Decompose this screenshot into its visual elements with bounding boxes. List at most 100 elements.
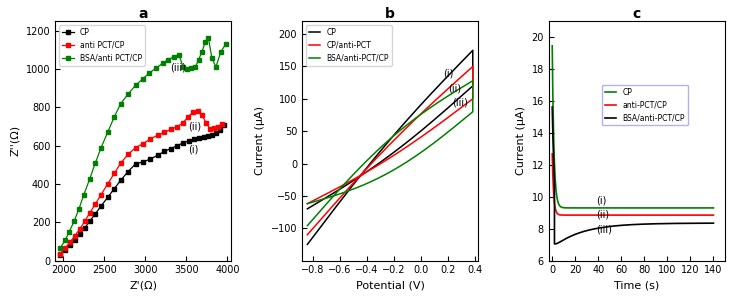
anti PCT/CP	[214, 125, 223, 128]
CP/anti-PCT	[393, 152, 402, 155]
X-axis label: Potential (V): Potential (V)	[355, 281, 425, 291]
anti PCT/CP	[96, 193, 105, 196]
Y-axis label: Current (μA): Current (μA)	[255, 106, 265, 175]
anti PCT/CP	[66, 241, 74, 244]
Legend: CP, anti-PCT/CP, BSA/anti-PCT/CP: CP, anti-PCT/CP, BSA/anti-PCT/CP	[602, 85, 688, 125]
Text: (i): (i)	[443, 68, 453, 78]
BSA/anti PCT/CP	[56, 246, 65, 250]
anti-PCT/CP	[707, 213, 715, 217]
Text: (iii): (iii)	[170, 63, 186, 73]
anti PCT/CP	[218, 122, 227, 125]
anti-PCT/CP	[631, 213, 640, 217]
anti PCT/CP	[71, 234, 79, 238]
CP	[411, 109, 420, 112]
anti-PCT/CP	[550, 201, 559, 205]
anti-PCT/CP	[548, 152, 556, 156]
CP/anti-PCT	[468, 65, 477, 68]
anti PCT/CP	[146, 137, 155, 141]
BSA/anti PCT/CP	[170, 55, 179, 58]
CP	[103, 195, 112, 199]
BSA/anti-PCT/CP	[548, 105, 556, 109]
BSA/anti-PCT/CP	[411, 117, 420, 120]
BSA/anti-PCT/CP	[434, 100, 443, 104]
CP	[173, 144, 182, 148]
Line: anti PCT/CP: anti PCT/CP	[58, 109, 224, 256]
Legend: CP, CP/anti-PCT, BSA/anti-PCT/CP: CP, CP/anti-PCT, BSA/anti-PCT/CP	[305, 25, 392, 66]
Text: (i): (i)	[188, 145, 199, 155]
CP	[468, 48, 477, 52]
CP	[660, 206, 669, 210]
BSA/anti-PCT/CP	[394, 165, 403, 169]
CP	[124, 170, 132, 173]
BSA/anti PCT/CP	[211, 65, 220, 69]
CP	[612, 206, 620, 210]
CP/anti-PCT	[394, 150, 403, 154]
BSA/anti PCT/CP	[60, 239, 69, 242]
Line: BSA/anti-PCT/CP: BSA/anti-PCT/CP	[308, 81, 473, 226]
anti PCT/CP	[85, 211, 94, 215]
BSA/anti PCT/CP	[194, 58, 203, 61]
CP	[550, 162, 559, 165]
anti-PCT/CP	[598, 213, 606, 217]
CP	[131, 162, 140, 166]
CP	[707, 206, 715, 210]
BSA/anti PCT/CP	[152, 66, 160, 70]
Line: BSA/anti PCT/CP: BSA/anti PCT/CP	[58, 36, 227, 250]
anti PCT/CP	[210, 127, 219, 130]
CP	[702, 206, 711, 210]
BSA/anti-PCT/CP	[343, 179, 352, 183]
anti PCT/CP	[179, 121, 188, 125]
anti PCT/CP	[138, 142, 147, 145]
Title: a: a	[138, 7, 148, 21]
anti-PCT/CP	[660, 213, 669, 217]
BSA/anti PCT/CP	[201, 41, 210, 44]
BSA/anti-PCT/CP	[468, 79, 477, 82]
anti PCT/CP	[80, 219, 89, 223]
BSA/anti PCT/CP	[110, 115, 118, 119]
Legend: CP, anti PCT/CP, BSA/anti PCT/CP: CP, anti PCT/CP, BSA/anti PCT/CP	[59, 25, 145, 66]
BSA/anti PCT/CP	[145, 71, 154, 75]
CP	[153, 153, 162, 157]
anti PCT/CP	[60, 246, 69, 250]
BSA/anti PCT/CP	[179, 65, 188, 69]
anti PCT/CP	[194, 109, 202, 113]
anti PCT/CP	[131, 146, 140, 149]
Line: CP/anti-PCT: CP/anti-PCT	[308, 66, 473, 235]
CP	[138, 160, 147, 164]
BSA/anti PCT/CP	[85, 177, 94, 181]
CP	[75, 232, 84, 236]
anti PCT/CP	[202, 121, 210, 125]
anti-PCT/CP	[709, 213, 718, 217]
CP/anti-PCT	[303, 202, 312, 205]
anti PCT/CP	[56, 252, 65, 256]
CP	[96, 204, 105, 208]
CP	[203, 135, 212, 138]
BSA/anti PCT/CP	[96, 146, 105, 149]
BSA/anti PCT/CP	[197, 50, 206, 54]
CP	[116, 178, 125, 182]
anti PCT/CP	[173, 125, 182, 128]
Text: (ii): (ii)	[188, 122, 201, 132]
anti PCT/CP	[183, 115, 192, 119]
CP	[631, 206, 640, 210]
CP/anti-PCT	[411, 117, 420, 121]
anti PCT/CP	[166, 128, 175, 131]
BSA/anti PCT/CP	[138, 77, 147, 81]
CP	[85, 219, 94, 223]
BSA/anti PCT/CP	[103, 131, 112, 134]
anti-PCT/CP	[560, 213, 569, 217]
BSA/anti PCT/CP	[204, 37, 213, 40]
CP/anti-PCT	[434, 95, 443, 99]
Text: (ii): (ii)	[448, 83, 461, 93]
BSA/anti-PCT/CP	[551, 242, 559, 246]
BSA/anti-PCT/CP	[631, 223, 640, 226]
BSA/anti-PCT/CP	[702, 221, 711, 225]
BSA/anti PCT/CP	[124, 92, 132, 96]
anti PCT/CP	[110, 171, 118, 175]
Text: (i): (i)	[596, 195, 606, 205]
CP	[709, 206, 718, 210]
anti PCT/CP	[75, 227, 84, 231]
anti PCT/CP	[160, 131, 169, 134]
Line: CP: CP	[308, 50, 473, 245]
CP	[303, 207, 312, 211]
